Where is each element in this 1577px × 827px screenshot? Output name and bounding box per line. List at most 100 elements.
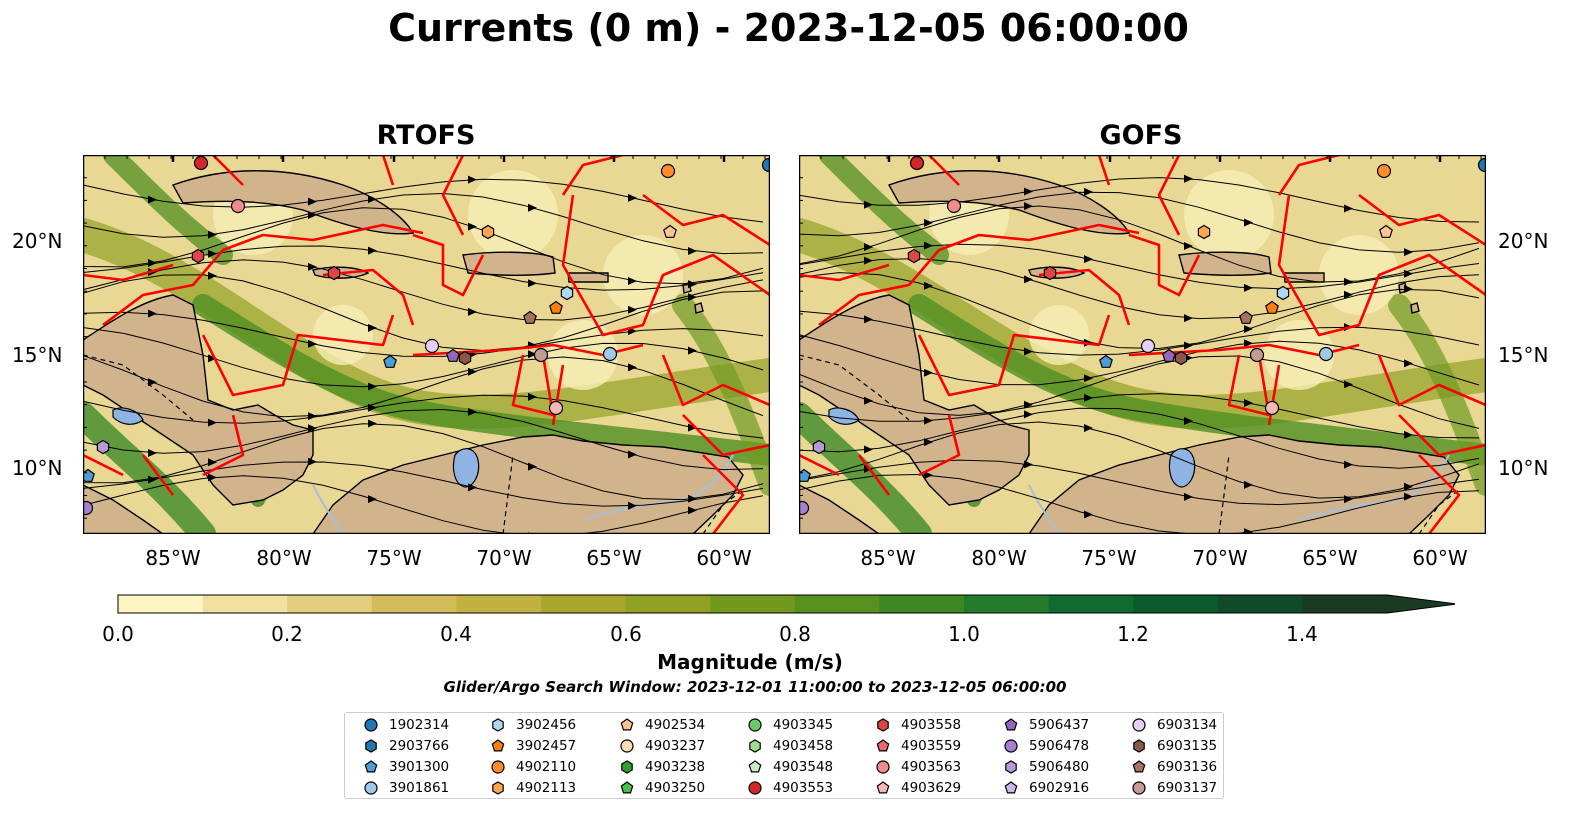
- eez-boundary: [1227, 354, 1271, 417]
- legend-marker: [876, 760, 890, 774]
- streamline-arrow: [628, 305, 637, 314]
- streamline-arrow: [1084, 374, 1093, 383]
- colorbar-segment: [879, 595, 965, 613]
- circle-marker-icon: [364, 718, 378, 732]
- weak-current-patch: [603, 235, 683, 315]
- streamline-arrow: [1184, 174, 1193, 183]
- legend-marker: [620, 718, 634, 731]
- current-streamline: [83, 207, 764, 285]
- streamline-arrow: [1084, 510, 1093, 519]
- lat-label-15n-left: 15°N: [12, 343, 63, 367]
- hexagon-marker-icon: [621, 760, 633, 774]
- float-marker: [1043, 265, 1057, 281]
- streamline-arrow: [864, 315, 873, 324]
- streamline-arrow: [148, 475, 157, 484]
- streamline-arrow: [148, 195, 157, 204]
- current-streamline: [799, 310, 1480, 356]
- streamline-arrow: [1404, 359, 1413, 368]
- colorbar-label: Magnitude (m/s): [657, 650, 843, 674]
- pentagon-marker-icon: [1004, 718, 1018, 731]
- legend-marker: [1004, 781, 1018, 794]
- lat-label-20n-left: 20°N: [12, 229, 63, 253]
- legend-marker: [1133, 739, 1145, 753]
- streamline-arrow: [1184, 341, 1193, 350]
- legend-label: 4903563: [901, 759, 962, 775]
- eez-boundary: [928, 155, 960, 186]
- legend-entry: 4902113: [490, 778, 576, 798]
- streamline-arrow: [208, 271, 217, 280]
- float-marker: [909, 155, 925, 171]
- legend-marker: [491, 739, 505, 752]
- current-streamline: [799, 421, 1480, 499]
- streamline-arrow: [1024, 460, 1033, 469]
- legend-entry: 4903250: [619, 778, 705, 798]
- eez-boundary: [857, 454, 891, 496]
- land-mass: [1410, 302, 1420, 314]
- streamline-arrow: [1084, 424, 1093, 433]
- legend-label: 6903135: [1157, 738, 1218, 754]
- legend-entry: 6903135: [1131, 736, 1217, 756]
- land-mass: [1283, 272, 1325, 283]
- hexagon-marker-icon: [492, 718, 504, 732]
- colorbar-segment: [1217, 595, 1303, 613]
- legend-marker: [620, 781, 634, 794]
- colorbar-tick-0-6: 0.6: [610, 622, 642, 646]
- streamline-arrow: [1404, 284, 1413, 293]
- eez-boundary: [83, 453, 124, 477]
- float-marker: [446, 348, 460, 362]
- circle-marker-icon: [876, 760, 890, 774]
- lat-label-15n-right: 15°N: [1498, 343, 1549, 367]
- lake: [1168, 448, 1196, 488]
- legend-marker: [364, 760, 378, 773]
- streamline-arrow: [924, 281, 933, 290]
- search-window-text: Glider/Argo Search Window: 2023-12-01 11…: [443, 678, 1067, 696]
- map-frame: [83, 155, 770, 534]
- legend-label: 4903553: [773, 780, 834, 796]
- weak-current-patch: [468, 170, 558, 260]
- legend-entry: 4903629: [875, 778, 961, 798]
- streamline-arrow: [1184, 416, 1193, 425]
- lon-label-85w-gofs: 85°W: [860, 546, 916, 570]
- circle-marker-icon: [748, 718, 762, 732]
- float-marker: [83, 500, 94, 516]
- legend-entry: 1902314: [363, 715, 449, 735]
- legend-marker: [876, 739, 890, 752]
- circle-marker-icon: [748, 781, 762, 795]
- streamline-arrow: [1344, 495, 1353, 504]
- land-mass: [312, 434, 744, 534]
- current-streamline: [799, 473, 1480, 534]
- colorbar-segment: [710, 595, 796, 613]
- legend-entry: 5906478: [1003, 736, 1089, 756]
- legend-marker: [876, 781, 890, 794]
- circle-marker-icon: [1132, 781, 1146, 795]
- legend-entry: 5906437: [1003, 715, 1089, 735]
- legend-entry: 4902110: [490, 757, 576, 777]
- legend-label: 4902113: [516, 780, 577, 796]
- streamline-arrow: [208, 473, 217, 482]
- current-streamline: [83, 311, 764, 357]
- legend-marker: [364, 781, 378, 795]
- circle-marker-icon: [491, 760, 505, 774]
- eez-boundary: [212, 155, 244, 186]
- float-marker: [946, 198, 962, 214]
- eez-boundary: [561, 155, 624, 196]
- legend-label: 4903345: [773, 717, 834, 733]
- streamline-arrow: [628, 363, 637, 372]
- legend-label: 4903629: [901, 780, 962, 796]
- eez-boundary: [799, 263, 890, 282]
- eez-boundary: [1157, 155, 1181, 236]
- hexagon-marker-icon: [365, 739, 377, 753]
- current-streamline: [799, 257, 1480, 320]
- current-streamline: [799, 459, 1480, 506]
- legend-marker: [1132, 718, 1146, 732]
- lon-label-75w-rtofs: 75°W: [366, 546, 422, 570]
- colorbar-segment: [541, 595, 627, 613]
- current-streamline: [83, 475, 764, 534]
- current-streamline: [83, 178, 764, 223]
- streamline-arrow: [468, 407, 477, 416]
- country-border: [702, 489, 744, 534]
- streamline-arrow: [308, 339, 317, 348]
- streamline-arrow: [468, 483, 477, 492]
- current-streamline: [799, 191, 1480, 253]
- eez-boundary: [642, 193, 770, 247]
